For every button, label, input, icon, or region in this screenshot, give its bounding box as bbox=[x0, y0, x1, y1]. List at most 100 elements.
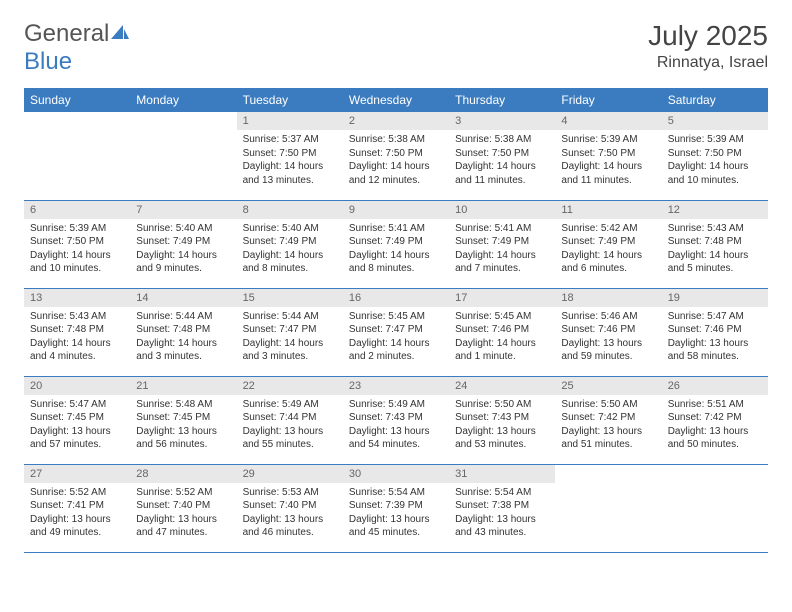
day-number: 25 bbox=[555, 377, 661, 395]
calendar-cell: 7Sunrise: 5:40 AMSunset: 7:49 PMDaylight… bbox=[130, 200, 236, 288]
calendar-cell: 4Sunrise: 5:39 AMSunset: 7:50 PMDaylight… bbox=[555, 112, 661, 200]
calendar-cell bbox=[130, 112, 236, 200]
day-body: Sunrise: 5:51 AMSunset: 7:42 PMDaylight:… bbox=[662, 395, 768, 455]
calendar-cell: 6Sunrise: 5:39 AMSunset: 7:50 PMDaylight… bbox=[24, 200, 130, 288]
day-body: Sunrise: 5:49 AMSunset: 7:44 PMDaylight:… bbox=[237, 395, 343, 455]
calendar-cell: 16Sunrise: 5:45 AMSunset: 7:47 PMDayligh… bbox=[343, 288, 449, 376]
calendar-cell: 25Sunrise: 5:50 AMSunset: 7:42 PMDayligh… bbox=[555, 376, 661, 464]
day-number: 13 bbox=[24, 289, 130, 307]
calendar-cell: 26Sunrise: 5:51 AMSunset: 7:42 PMDayligh… bbox=[662, 376, 768, 464]
calendar-cell: 13Sunrise: 5:43 AMSunset: 7:48 PMDayligh… bbox=[24, 288, 130, 376]
calendar-cell: 31Sunrise: 5:54 AMSunset: 7:38 PMDayligh… bbox=[449, 464, 555, 552]
day-body: Sunrise: 5:48 AMSunset: 7:45 PMDaylight:… bbox=[130, 395, 236, 455]
calendar-cell bbox=[555, 464, 661, 552]
day-body: Sunrise: 5:47 AMSunset: 7:45 PMDaylight:… bbox=[24, 395, 130, 455]
day-number: 17 bbox=[449, 289, 555, 307]
calendar-cell: 27Sunrise: 5:52 AMSunset: 7:41 PMDayligh… bbox=[24, 464, 130, 552]
day-header: Sunday bbox=[24, 88, 130, 112]
calendar-cell: 1Sunrise: 5:37 AMSunset: 7:50 PMDaylight… bbox=[237, 112, 343, 200]
day-number: 16 bbox=[343, 289, 449, 307]
day-number: 6 bbox=[24, 201, 130, 219]
day-header: Friday bbox=[555, 88, 661, 112]
day-number: 8 bbox=[237, 201, 343, 219]
calendar-cell: 24Sunrise: 5:50 AMSunset: 7:43 PMDayligh… bbox=[449, 376, 555, 464]
day-body: Sunrise: 5:43 AMSunset: 7:48 PMDaylight:… bbox=[662, 219, 768, 279]
day-body: Sunrise: 5:45 AMSunset: 7:47 PMDaylight:… bbox=[343, 307, 449, 367]
calendar-cell: 12Sunrise: 5:43 AMSunset: 7:48 PMDayligh… bbox=[662, 200, 768, 288]
day-header: Wednesday bbox=[343, 88, 449, 112]
calendar-cell: 28Sunrise: 5:52 AMSunset: 7:40 PMDayligh… bbox=[130, 464, 236, 552]
calendar-cell: 3Sunrise: 5:38 AMSunset: 7:50 PMDaylight… bbox=[449, 112, 555, 200]
calendar-cell: 5Sunrise: 5:39 AMSunset: 7:50 PMDaylight… bbox=[662, 112, 768, 200]
day-header: Saturday bbox=[662, 88, 768, 112]
day-body: Sunrise: 5:43 AMSunset: 7:48 PMDaylight:… bbox=[24, 307, 130, 367]
calendar-cell: 2Sunrise: 5:38 AMSunset: 7:50 PMDaylight… bbox=[343, 112, 449, 200]
calendar-cell: 14Sunrise: 5:44 AMSunset: 7:48 PMDayligh… bbox=[130, 288, 236, 376]
day-number: 22 bbox=[237, 377, 343, 395]
day-number: 23 bbox=[343, 377, 449, 395]
calendar-cell: 11Sunrise: 5:42 AMSunset: 7:49 PMDayligh… bbox=[555, 200, 661, 288]
day-body: Sunrise: 5:40 AMSunset: 7:49 PMDaylight:… bbox=[237, 219, 343, 279]
calendar-table: SundayMondayTuesdayWednesdayThursdayFrid… bbox=[24, 88, 768, 553]
day-number: 5 bbox=[662, 112, 768, 130]
day-header: Thursday bbox=[449, 88, 555, 112]
day-body: Sunrise: 5:41 AMSunset: 7:49 PMDaylight:… bbox=[449, 219, 555, 279]
day-body: Sunrise: 5:44 AMSunset: 7:47 PMDaylight:… bbox=[237, 307, 343, 367]
day-number: 30 bbox=[343, 465, 449, 483]
day-body: Sunrise: 5:37 AMSunset: 7:50 PMDaylight:… bbox=[237, 130, 343, 190]
day-body: Sunrise: 5:47 AMSunset: 7:46 PMDaylight:… bbox=[662, 307, 768, 367]
calendar-cell: 17Sunrise: 5:45 AMSunset: 7:46 PMDayligh… bbox=[449, 288, 555, 376]
day-number: 28 bbox=[130, 465, 236, 483]
day-body: Sunrise: 5:50 AMSunset: 7:43 PMDaylight:… bbox=[449, 395, 555, 455]
day-body: Sunrise: 5:49 AMSunset: 7:43 PMDaylight:… bbox=[343, 395, 449, 455]
calendar-cell: 29Sunrise: 5:53 AMSunset: 7:40 PMDayligh… bbox=[237, 464, 343, 552]
calendar-cell: 22Sunrise: 5:49 AMSunset: 7:44 PMDayligh… bbox=[237, 376, 343, 464]
day-body: Sunrise: 5:44 AMSunset: 7:48 PMDaylight:… bbox=[130, 307, 236, 367]
calendar-cell: 15Sunrise: 5:44 AMSunset: 7:47 PMDayligh… bbox=[237, 288, 343, 376]
logo: General Blue bbox=[24, 20, 131, 76]
day-number: 26 bbox=[662, 377, 768, 395]
day-header: Monday bbox=[130, 88, 236, 112]
day-body: Sunrise: 5:45 AMSunset: 7:46 PMDaylight:… bbox=[449, 307, 555, 367]
calendar-cell: 20Sunrise: 5:47 AMSunset: 7:45 PMDayligh… bbox=[24, 376, 130, 464]
day-body: Sunrise: 5:52 AMSunset: 7:40 PMDaylight:… bbox=[130, 483, 236, 543]
day-body: Sunrise: 5:46 AMSunset: 7:46 PMDaylight:… bbox=[555, 307, 661, 367]
day-body: Sunrise: 5:39 AMSunset: 7:50 PMDaylight:… bbox=[555, 130, 661, 190]
title-block: July 2025 Rinnatya, Israel bbox=[648, 20, 768, 72]
day-body: Sunrise: 5:53 AMSunset: 7:40 PMDaylight:… bbox=[237, 483, 343, 543]
month-year: July 2025 bbox=[648, 20, 768, 52]
day-number: 19 bbox=[662, 289, 768, 307]
location: Rinnatya, Israel bbox=[648, 54, 768, 72]
calendar-cell: 30Sunrise: 5:54 AMSunset: 7:39 PMDayligh… bbox=[343, 464, 449, 552]
day-number: 12 bbox=[662, 201, 768, 219]
day-number: 10 bbox=[449, 201, 555, 219]
day-body: Sunrise: 5:54 AMSunset: 7:39 PMDaylight:… bbox=[343, 483, 449, 543]
calendar-cell: 9Sunrise: 5:41 AMSunset: 7:49 PMDaylight… bbox=[343, 200, 449, 288]
day-body: Sunrise: 5:39 AMSunset: 7:50 PMDaylight:… bbox=[662, 130, 768, 190]
day-body: Sunrise: 5:40 AMSunset: 7:49 PMDaylight:… bbox=[130, 219, 236, 279]
day-body: Sunrise: 5:52 AMSunset: 7:41 PMDaylight:… bbox=[24, 483, 130, 543]
day-number: 24 bbox=[449, 377, 555, 395]
day-body: Sunrise: 5:50 AMSunset: 7:42 PMDaylight:… bbox=[555, 395, 661, 455]
calendar-cell: 19Sunrise: 5:47 AMSunset: 7:46 PMDayligh… bbox=[662, 288, 768, 376]
calendar-cell bbox=[24, 112, 130, 200]
day-number: 31 bbox=[449, 465, 555, 483]
day-number: 4 bbox=[555, 112, 661, 130]
day-number: 11 bbox=[555, 201, 661, 219]
day-number: 29 bbox=[237, 465, 343, 483]
day-body: Sunrise: 5:42 AMSunset: 7:49 PMDaylight:… bbox=[555, 219, 661, 279]
day-number: 14 bbox=[130, 289, 236, 307]
day-number: 18 bbox=[555, 289, 661, 307]
calendar-cell: 21Sunrise: 5:48 AMSunset: 7:45 PMDayligh… bbox=[130, 376, 236, 464]
calendar-cell bbox=[662, 464, 768, 552]
day-number: 15 bbox=[237, 289, 343, 307]
calendar-cell: 23Sunrise: 5:49 AMSunset: 7:43 PMDayligh… bbox=[343, 376, 449, 464]
calendar-cell: 18Sunrise: 5:46 AMSunset: 7:46 PMDayligh… bbox=[555, 288, 661, 376]
day-number: 3 bbox=[449, 112, 555, 130]
day-number: 27 bbox=[24, 465, 130, 483]
day-number: 7 bbox=[130, 201, 236, 219]
day-number: 1 bbox=[237, 112, 343, 130]
day-number: 21 bbox=[130, 377, 236, 395]
day-header: Tuesday bbox=[237, 88, 343, 112]
day-body: Sunrise: 5:38 AMSunset: 7:50 PMDaylight:… bbox=[449, 130, 555, 190]
